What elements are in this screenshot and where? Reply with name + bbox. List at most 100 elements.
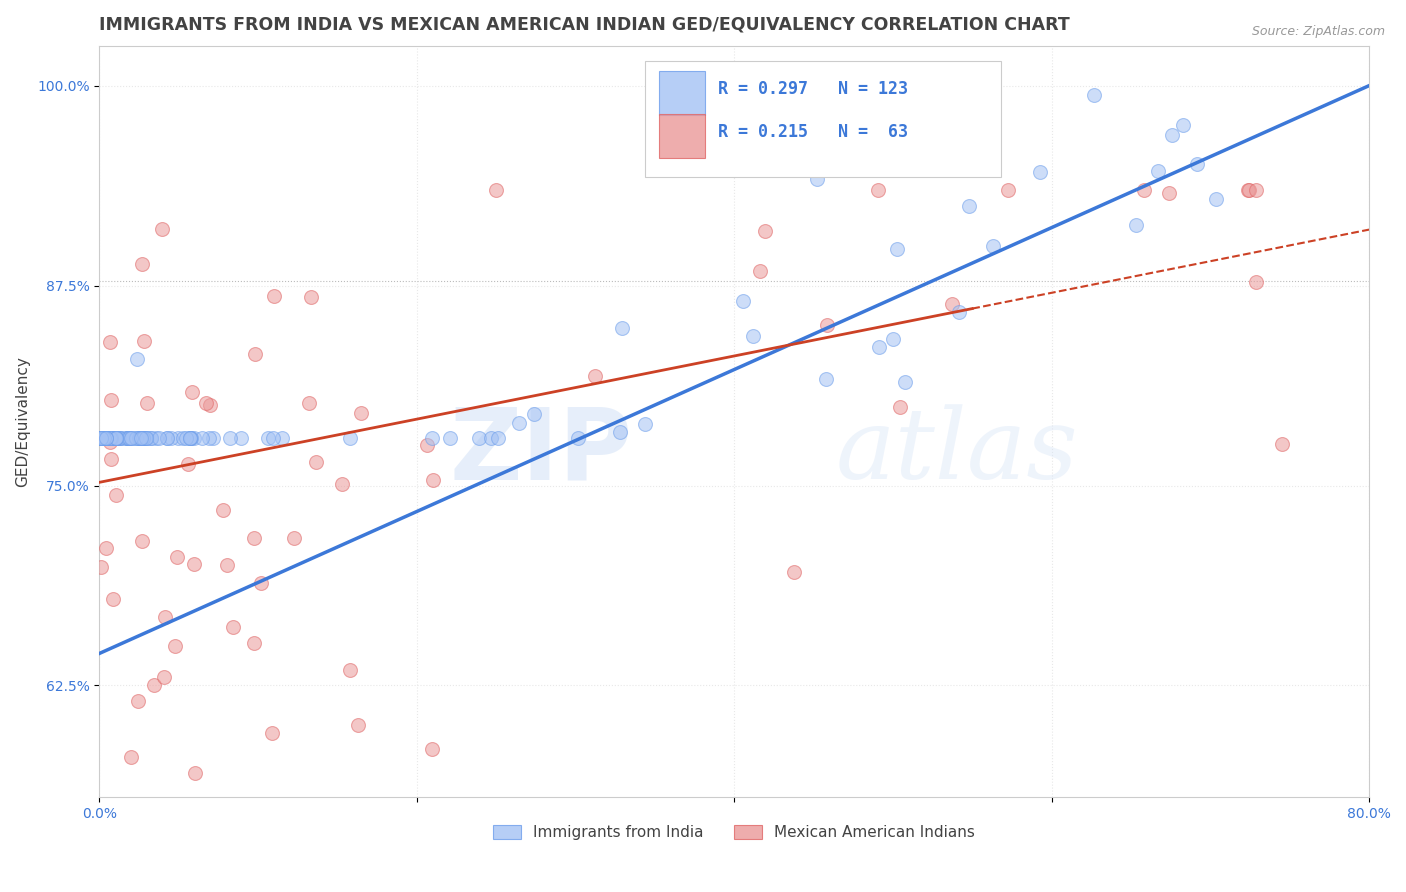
Point: [886, 242, 908, 256]
Point: [90, 431, 112, 445]
Point: [115, 431, 138, 445]
Point: [256, 431, 278, 445]
Point: [105, 431, 128, 445]
Point: [131, 431, 153, 445]
Point: [135, 431, 157, 445]
Point: [153, 671, 176, 685]
Point: [104, 431, 127, 445]
Point: [160, 431, 183, 445]
Point: [166, 431, 188, 445]
Text: IMMIGRANTS FROM INDIA VS MEXICAN AMERICAN INDIAN GED/EQUIVALENCY CORRELATION CHA: IMMIGRANTS FROM INDIA VS MEXICAN AMERICA…: [100, 15, 1070, 33]
Point: [98, 431, 121, 445]
Text: atlas: atlas: [835, 404, 1078, 500]
Point: [150, 222, 173, 236]
Point: [101, 431, 124, 445]
Point: [98, 431, 121, 445]
Point: [299, 290, 322, 304]
Point: [997, 183, 1019, 197]
Point: [105, 431, 128, 445]
Point: [132, 431, 155, 445]
Point: [98, 431, 121, 445]
Point: [148, 431, 170, 445]
Point: [115, 431, 138, 445]
Point: [212, 503, 235, 517]
Point: [120, 431, 142, 445]
Point: [166, 550, 188, 565]
Point: [181, 384, 204, 399]
Point: [96, 431, 118, 445]
Point: [263, 289, 285, 303]
Point: [96, 431, 118, 445]
Point: [136, 431, 159, 445]
Point: [422, 474, 444, 488]
Point: [93, 431, 115, 445]
Point: [339, 663, 361, 677]
Point: [249, 575, 271, 590]
Point: [98, 434, 121, 449]
Point: [894, 375, 917, 389]
Point: [118, 431, 141, 445]
Point: [101, 431, 124, 445]
Point: [981, 239, 1004, 253]
FancyBboxPatch shape: [645, 61, 1001, 178]
Text: R = 0.215   N =  63: R = 0.215 N = 63: [717, 123, 908, 141]
Point: [508, 417, 530, 431]
Point: [100, 393, 122, 408]
Point: [118, 431, 141, 445]
Point: [134, 431, 156, 445]
Point: [98, 431, 121, 445]
Point: [1160, 128, 1182, 142]
Point: [1185, 157, 1208, 171]
Point: [957, 199, 980, 213]
Point: [420, 431, 443, 445]
Point: [1237, 183, 1260, 197]
Point: [609, 425, 631, 439]
Point: [117, 431, 139, 445]
Point: [96, 431, 118, 445]
Point: [612, 320, 634, 334]
Point: [1271, 437, 1294, 451]
Point: [262, 726, 284, 740]
Point: [741, 328, 763, 343]
Y-axis label: GED/Equivalency: GED/Equivalency: [15, 356, 30, 487]
Point: [156, 431, 179, 445]
Point: [104, 431, 127, 445]
Point: [215, 558, 238, 572]
Point: [104, 431, 127, 445]
Point: [98, 431, 121, 445]
Point: [806, 172, 828, 186]
Point: [172, 431, 194, 445]
Point: [1244, 276, 1267, 290]
Point: [305, 455, 328, 469]
Point: [1244, 183, 1267, 197]
Point: [1173, 118, 1195, 132]
Text: Source: ZipAtlas.com: Source: ZipAtlas.com: [1251, 25, 1385, 38]
Point: [90, 431, 112, 445]
Point: [128, 431, 150, 445]
Point: [1236, 183, 1258, 197]
Point: [242, 531, 264, 545]
Point: [634, 417, 657, 432]
Point: [1157, 186, 1180, 200]
Point: [183, 766, 205, 780]
Point: [183, 431, 205, 445]
Point: [129, 431, 152, 445]
Point: [129, 431, 152, 445]
Point: [128, 431, 150, 445]
Point: [98, 431, 121, 445]
Point: [229, 431, 252, 445]
Point: [120, 750, 142, 764]
Point: [135, 431, 157, 445]
Point: [201, 431, 224, 445]
Point: [132, 334, 155, 349]
Point: [90, 431, 112, 445]
Point: [90, 560, 112, 574]
Point: [105, 488, 128, 502]
Point: [131, 431, 153, 445]
Point: [439, 431, 461, 445]
Point: [139, 431, 162, 445]
Point: [155, 610, 177, 624]
Point: [107, 431, 129, 445]
Point: [416, 438, 439, 452]
Point: [143, 678, 166, 692]
